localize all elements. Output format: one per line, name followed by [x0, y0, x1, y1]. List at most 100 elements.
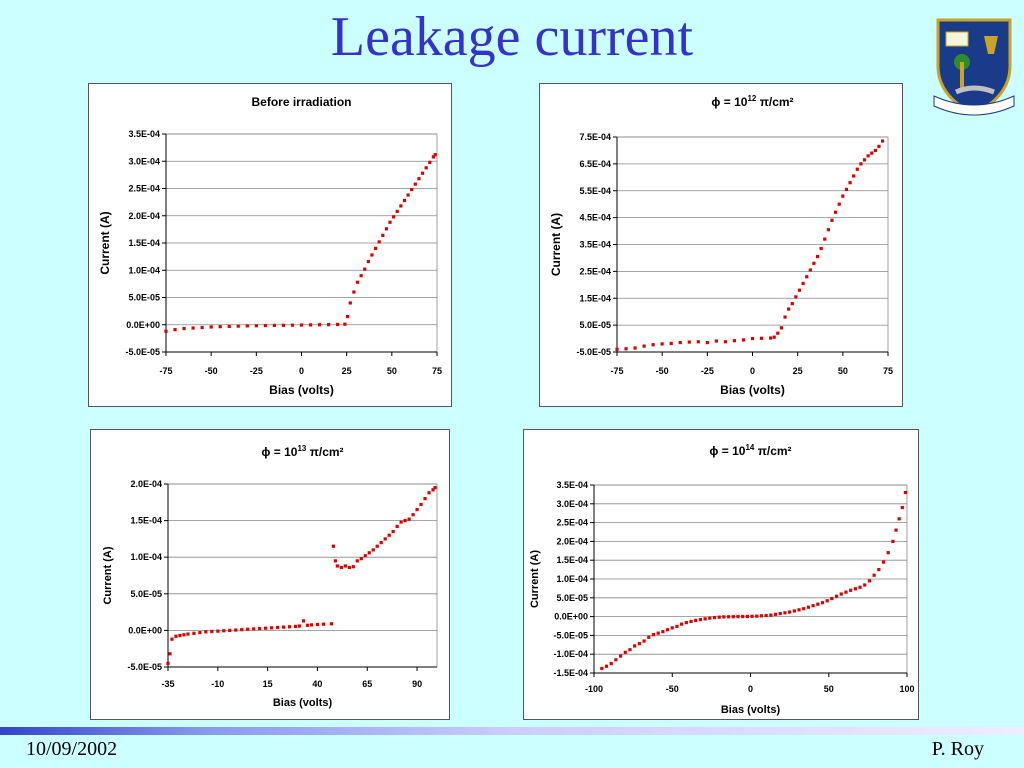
- data-point: [642, 639, 646, 643]
- chart-panel-before-irradiation: Before irradiation -5.0E-05 0.0E+00 5.0E-05…: [88, 83, 452, 407]
- data-point: [778, 611, 782, 616]
- data-point: [764, 613, 768, 618]
- y-tick-label: -5.0E-05: [125, 347, 160, 357]
- data-point: [345, 314, 350, 319]
- data-point: [628, 648, 632, 652]
- x-tick-label: -75: [610, 366, 623, 376]
- x-tick-label: -50: [656, 366, 669, 376]
- data-point: [891, 539, 895, 543]
- data-point: [297, 624, 302, 628]
- data-point: [347, 565, 351, 570]
- data-point: [431, 488, 435, 492]
- x-tick-label: 25: [793, 366, 803, 376]
- x-tick-label: -75: [159, 366, 172, 376]
- chart-title: ϕ = 1012 π/cm²: [711, 94, 793, 109]
- chart-title: ϕ = 1014 π/cm²: [709, 443, 791, 458]
- data-point: [769, 613, 773, 617]
- y-tick-label: 7.5E-04: [579, 132, 611, 142]
- data-point: [419, 502, 423, 507]
- data-point: [714, 339, 718, 343]
- data-point: [388, 220, 392, 224]
- x-axis-label: Bias (volts): [269, 383, 334, 397]
- y-axis-label: Current (A): [102, 546, 114, 604]
- data-point: [623, 650, 627, 654]
- data-point: [642, 344, 646, 348]
- data-point: [359, 274, 363, 278]
- data-point: [321, 622, 326, 626]
- data-point: [227, 324, 231, 328]
- data-point: [805, 275, 809, 279]
- data-point: [812, 261, 816, 265]
- data-point: [604, 664, 609, 668]
- data-point: [402, 198, 407, 203]
- data-point: [333, 559, 337, 563]
- data-point: [417, 177, 421, 181]
- data-point: [855, 167, 859, 171]
- y-axis-label: Current (A): [529, 550, 541, 608]
- data-point: [411, 513, 415, 517]
- university-crest-logo: [933, 18, 1015, 116]
- y-tick-label: 3.5E-04: [579, 240, 611, 250]
- data-point: [387, 533, 391, 537]
- data-point: [395, 524, 399, 529]
- data-point: [327, 323, 331, 327]
- data-point: [689, 619, 693, 624]
- data-point: [680, 622, 684, 626]
- data-point: [170, 637, 174, 641]
- data-point: [236, 324, 240, 328]
- data-point: [844, 187, 849, 192]
- y-tick-label: 5.5E-04: [579, 186, 611, 196]
- y-tick-label: 3.5E-04: [128, 129, 160, 139]
- data-point: [228, 628, 232, 632]
- data-point: [811, 604, 815, 608]
- y-tick-label: 5.0E-05: [130, 589, 162, 599]
- chart-panel-fluence-1e12: ϕ = 1012 π/cm² -5.0E-05 5.0E-05 1.5E-04 2.5E…: [539, 83, 903, 407]
- x-tick-label: 25: [342, 366, 352, 376]
- chart-panel-fluence-1e13: ϕ = 1013 π/cm² -5.0E-05 0.0E+00 5.0E-05 1.0E…: [90, 429, 450, 720]
- data-point: [870, 151, 874, 155]
- data-point: [339, 565, 343, 570]
- data-point: [849, 588, 853, 592]
- data-point: [848, 181, 852, 185]
- data-point: [290, 323, 295, 327]
- y-tick-label: 1.5E-04: [556, 555, 588, 565]
- data-point: [759, 614, 764, 618]
- data-point: [407, 517, 411, 521]
- data-point: [797, 288, 802, 292]
- data-point: [852, 174, 856, 178]
- data-point: [351, 565, 355, 569]
- data-point: [363, 267, 367, 271]
- y-tick-label: 2.0E-04: [130, 479, 162, 489]
- data-point: [209, 325, 213, 329]
- x-tick-label: -10: [211, 679, 224, 689]
- y-tick-label: 2.5E-04: [579, 266, 611, 276]
- data-point: [424, 166, 428, 170]
- x-tick-label: 15: [263, 679, 273, 689]
- x-tick-label: -25: [250, 366, 263, 376]
- data-point: [669, 341, 673, 345]
- data-point: [665, 628, 670, 632]
- data-point: [633, 644, 637, 648]
- footer-author: P. Roy: [931, 738, 984, 760]
- data-point: [210, 629, 214, 634]
- chart-fluence-1e13: ϕ = 1013 π/cm² -5.0E-05 0.0E+00 5.0E-05 1.0E…: [102, 444, 438, 709]
- y-tick-label: -5.0E-05: [553, 630, 588, 640]
- data-point: [703, 617, 707, 621]
- data-point: [863, 583, 867, 587]
- data-point: [373, 246, 378, 251]
- y-tick-label: 1.5E-04: [128, 238, 160, 248]
- data-point: [281, 625, 286, 629]
- data-point: [900, 505, 904, 510]
- data-point: [355, 559, 359, 563]
- data-point: [168, 652, 172, 656]
- data-point: [431, 155, 435, 159]
- chart-title: ϕ = 1013 π/cm²: [261, 444, 343, 459]
- data-point: [731, 615, 735, 619]
- data-point: [216, 629, 220, 633]
- data-point: [872, 573, 876, 577]
- data-point: [370, 253, 374, 257]
- data-point: [858, 585, 862, 589]
- y-axis-label: Current (A): [98, 211, 112, 274]
- data-point: [670, 626, 674, 630]
- chart-title: Before irradiation: [251, 95, 351, 109]
